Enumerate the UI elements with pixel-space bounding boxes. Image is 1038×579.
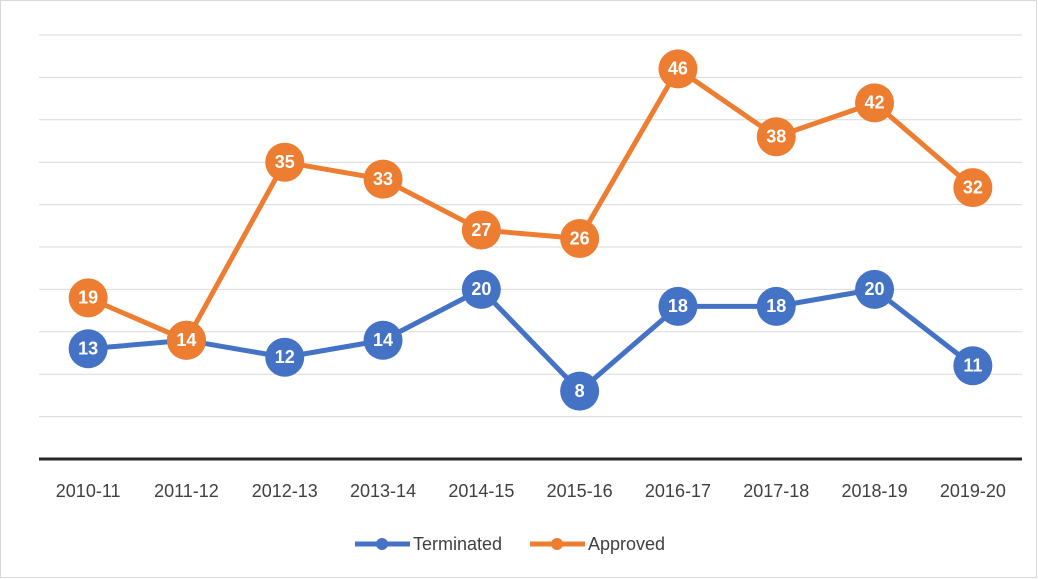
point-marker	[461, 210, 501, 250]
data-label: 33	[373, 169, 393, 189]
data-label: 19	[78, 288, 98, 308]
data-label: 12	[275, 347, 295, 367]
point-marker	[953, 168, 993, 208]
point-marker	[756, 286, 796, 326]
x-tick-label: 2017-18	[743, 481, 809, 501]
point-marker	[658, 286, 698, 326]
data-label: 14	[176, 330, 196, 350]
x-tick-label: 2019-20	[940, 481, 1006, 501]
point-marker	[756, 117, 796, 157]
legend-label: Terminated	[413, 534, 502, 554]
point-marker	[560, 219, 600, 259]
data-label: 14	[373, 330, 393, 350]
legend-label: Approved	[588, 534, 665, 554]
x-tick-label: 2014-15	[448, 481, 514, 501]
data-label: 26	[570, 228, 590, 248]
x-tick-label: 2012-13	[252, 481, 318, 501]
point-marker	[953, 346, 993, 386]
point-marker	[265, 142, 305, 182]
point-marker	[363, 320, 403, 360]
data-label: 8	[575, 381, 585, 401]
point-marker	[855, 269, 895, 309]
legend-marker	[551, 538, 563, 550]
point-marker	[363, 159, 403, 199]
x-tick-label: 2011-12	[154, 481, 219, 501]
data-label: 13	[78, 339, 98, 359]
point-marker	[855, 83, 895, 123]
x-tick-label: 2013-14	[350, 481, 416, 501]
point-marker	[461, 269, 501, 309]
point-marker	[166, 320, 206, 360]
data-label: 18	[766, 296, 786, 316]
data-label: 46	[668, 59, 688, 79]
x-tick-label: 2016-17	[645, 481, 711, 501]
data-label: 20	[471, 279, 491, 299]
data-label: 32	[963, 177, 983, 197]
point-marker	[265, 337, 305, 377]
data-label: 11	[963, 355, 982, 375]
data-label: 35	[275, 152, 295, 172]
data-label: 18	[668, 296, 688, 316]
data-label: 27	[471, 220, 491, 240]
series-line	[87, 286, 975, 394]
x-tick-label: 2015-16	[547, 481, 613, 501]
legend-marker	[376, 538, 388, 550]
point-marker	[560, 371, 600, 411]
x-tick-label: 2018-19	[842, 481, 908, 501]
point-marker	[68, 329, 108, 369]
series-line	[87, 66, 975, 343]
data-label: 38	[766, 127, 786, 147]
data-label: 42	[865, 93, 885, 113]
data-label: 20	[865, 279, 885, 299]
point-marker	[68, 278, 108, 318]
point-marker	[658, 49, 698, 89]
x-tick-label: 2010-11	[56, 481, 121, 501]
